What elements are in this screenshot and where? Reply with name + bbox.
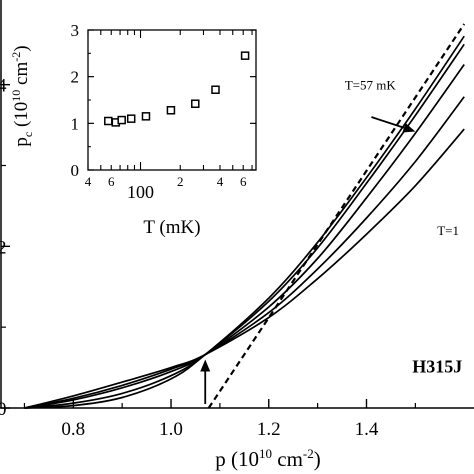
inset-x-minor-tick-label: 2 xyxy=(177,174,184,189)
main-annotations: T=57 mK T=1 H315J xyxy=(345,78,463,377)
main-y-tick-label: 4 xyxy=(0,76,7,97)
inset-data-point xyxy=(191,99,200,108)
inset-data-point xyxy=(117,115,126,125)
main-arrow-head xyxy=(402,123,416,133)
inset-x-minor-tick-label: 4 xyxy=(85,174,92,189)
main-series-line xyxy=(24,64,465,409)
main-y-tick-label: 0 xyxy=(0,399,7,420)
main-series-line xyxy=(24,96,465,409)
main-x-ticks: 0.8 1.0 1.2 1.4 xyxy=(23,399,416,440)
inset-y-tick-label: 0 xyxy=(71,161,80,180)
inset-x-ticks: 4 6 2 4 6 100 xyxy=(85,30,253,202)
inset-y-axis-label: pc (1010 cm-2) xyxy=(9,45,35,146)
main-arrows xyxy=(200,116,416,404)
inset-x-major-tick-label: 100 xyxy=(127,182,154,202)
main-x-tick-label: 1.4 xyxy=(355,419,379,440)
inset-x-minor-tick-label: 6 xyxy=(240,174,247,189)
inset-y-tick-label: 1 xyxy=(71,114,80,133)
main-annotation: T=1 xyxy=(437,223,459,238)
main-series-group xyxy=(24,23,466,409)
inset-x-minor-tick-label: 6 xyxy=(108,174,115,189)
inset-points-group xyxy=(104,51,250,127)
inset-data-point xyxy=(211,85,220,94)
inset-data-point xyxy=(166,106,176,115)
main-dashed-fit-line xyxy=(207,23,466,409)
main-arrow-head xyxy=(200,359,211,372)
inset-data-point xyxy=(240,51,250,60)
inset-data-point xyxy=(141,112,151,121)
inset-y-ticks: 0 1 2 3 xyxy=(71,21,256,180)
main-series-line xyxy=(24,35,465,409)
main-series-line xyxy=(24,128,465,409)
inset-data-point xyxy=(126,114,136,123)
inset-chart: 0 1 2 3 4 6 2 4 6 100 pc (1010 cm-2) T (mK) xyxy=(9,21,257,238)
inset-x-axis-label: T (mK) xyxy=(143,217,200,238)
main-annotation: H315J xyxy=(412,357,462,377)
main-annotation: T=57 mK xyxy=(345,78,397,93)
inset-data-point xyxy=(104,116,113,126)
main-x-tick-label: 1.0 xyxy=(159,419,183,440)
inset-y-tick-label: 2 xyxy=(71,68,80,87)
main-y-ticks: 0 2 4 xyxy=(0,76,10,420)
main-x-axis-label: p (1010 cm-2) xyxy=(215,446,321,471)
main-x-tick-label: 1.2 xyxy=(257,419,281,440)
inset-y-tick-label: 3 xyxy=(71,21,80,40)
main-x-tick-label: 0.8 xyxy=(61,419,85,440)
inset-x-minor-tick-label: 4 xyxy=(217,174,224,189)
main-y-tick-label: 2 xyxy=(0,237,7,258)
main-series-line xyxy=(24,43,465,409)
main-arrow-shaft xyxy=(371,116,405,129)
